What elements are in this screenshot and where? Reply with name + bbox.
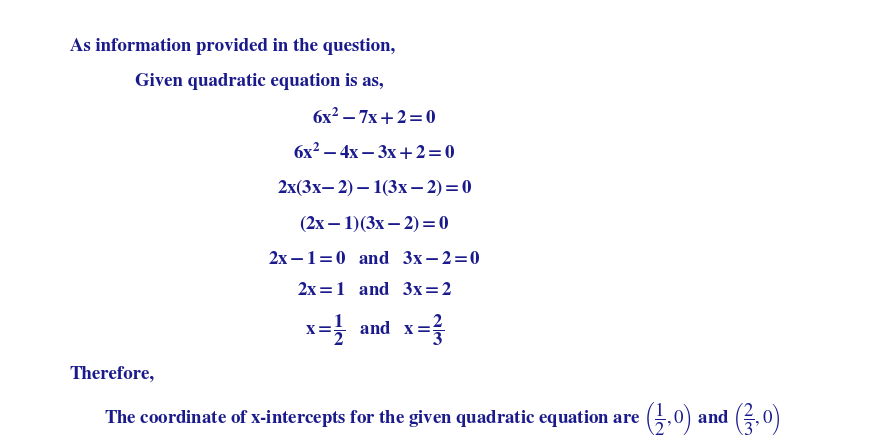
Text: $\mathbf{x = \dfrac{1}{2}}$   and   $\mathbf{x = \dfrac{2}{3}}$: $\mathbf{x = \dfrac{1}{2}}$ and $\mathbf…	[304, 312, 443, 348]
Text: $\mathbf{2x = 1}$   and   $\mathbf{3x = 2}$: $\mathbf{2x = 1}$ and $\mathbf{3x = 2}$	[296, 282, 451, 299]
Text: Given quadratic equation is as,: Given quadratic equation is as,	[135, 74, 383, 90]
Text: $\mathbf{6x^2 - 7x + 2 = 0}$: $\mathbf{6x^2 - 7x + 2 = 0}$	[312, 107, 435, 128]
Text: The coordinate of x-intercepts for the given quadratic equation are $\left(\dfra: The coordinate of x-intercepts for the g…	[104, 400, 780, 437]
Text: Therefore,: Therefore,	[70, 366, 155, 383]
Text: $\mathbf{2x - 1 = 0}$   and   $\mathbf{3x - 2 = 0}$: $\mathbf{2x - 1 = 0}$ and $\mathbf{3x - …	[268, 251, 480, 268]
Text: As information provided in the question,: As information provided in the question,	[70, 38, 395, 55]
Text: $\mathbf{2x(3x{-}\,2) - 1(3x - 2) = 0}$: $\mathbf{2x(3x{-}\,2) - 1(3x - 2) = 0}$	[276, 178, 471, 198]
Text: $\mathbf{6x^2 - 4x - 3x + 2 = 0}$: $\mathbf{6x^2 - 4x - 3x + 2 = 0}$	[293, 142, 454, 163]
Text: $\mathbf{(2x - 1)(3x - 2) = 0}$: $\mathbf{(2x - 1)(3x - 2) = 0}$	[298, 214, 449, 234]
